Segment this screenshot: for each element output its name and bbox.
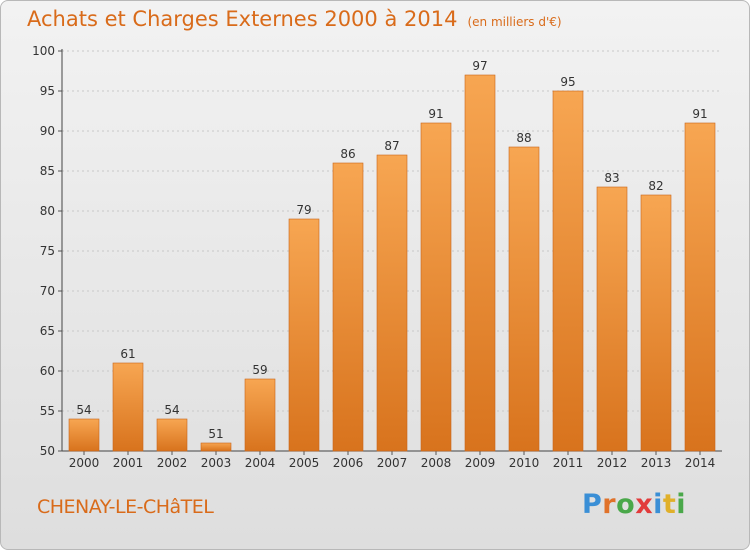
x-tick-label-2006: 2006 [333, 456, 364, 470]
value-label-2009: 97 [472, 59, 487, 73]
logo-letter: i [653, 489, 663, 520]
town-name: CHENAY-LE-CHâTEL [37, 496, 214, 518]
y-tick-label: 60 [40, 364, 55, 378]
value-label-2013: 82 [648, 179, 663, 193]
bar-2000[interactable] [68, 418, 100, 452]
bar-2001[interactable] [112, 362, 144, 452]
y-tick-label: 55 [40, 404, 55, 418]
value-label-2006: 86 [340, 147, 355, 161]
y-tick-label: 75 [40, 244, 55, 258]
logo-letter: r [602, 489, 617, 520]
value-label-2005: 79 [296, 203, 311, 217]
y-tick-label: 70 [40, 284, 55, 298]
value-label-2001: 61 [120, 347, 135, 361]
value-label-2012: 83 [604, 171, 619, 185]
bar-2004[interactable] [244, 378, 276, 452]
value-label-2010: 88 [516, 131, 531, 145]
x-tick-label-2005: 2005 [289, 456, 320, 470]
value-label-2014: 91 [692, 107, 707, 121]
value-label-2002: 54 [164, 403, 179, 417]
y-tick-label: 100 [32, 44, 55, 58]
bar-2010[interactable] [508, 146, 540, 452]
bar-2009[interactable] [464, 74, 496, 452]
value-label-2007: 87 [384, 139, 399, 153]
x-tick-label-2004: 2004 [245, 456, 276, 470]
chart-title: Achats et Charges Externes 2000 à 2014 (e… [27, 7, 562, 31]
x-tick-label-2002: 2002 [157, 456, 188, 470]
y-tick-label: 85 [40, 164, 55, 178]
bar-2012[interactable] [596, 186, 628, 452]
bar-2006[interactable] [332, 162, 364, 452]
logo-letter: x [635, 489, 654, 520]
y-tick-label: 50 [40, 444, 55, 458]
y-tick-label: 65 [40, 324, 55, 338]
x-tick-label-2001: 2001 [113, 456, 144, 470]
bar-2002[interactable] [156, 418, 188, 452]
x-tick-label-2011: 2011 [553, 456, 584, 470]
bar-2005[interactable] [288, 218, 320, 452]
logo-letter: P [582, 489, 603, 520]
value-label-2008: 91 [428, 107, 443, 121]
x-tick-label-2014: 2014 [685, 456, 716, 470]
bar-2003[interactable] [200, 442, 232, 452]
logo-letter: i [676, 489, 687, 520]
x-tick-label-2009: 2009 [465, 456, 496, 470]
logo-letter: t [662, 489, 677, 520]
value-label-2000: 54 [76, 403, 91, 417]
proxiti-logo[interactable]: Proxiti [582, 489, 686, 520]
labels: 50 55 60 65 70 75 80 85 90 95 100 54 2000 61 2001 54 200… [32, 44, 715, 470]
value-label-2003: 51 [208, 427, 223, 441]
bar-2007[interactable] [376, 154, 408, 452]
bar-2008[interactable] [420, 122, 452, 452]
x-tick-label-2000: 2000 [69, 456, 100, 470]
y-tick-label: 80 [40, 204, 55, 218]
value-label-2011: 95 [560, 75, 575, 89]
chart-title-text: Achats et Charges Externes 2000 à 2014 [27, 7, 458, 31]
x-tick-label-2013: 2013 [641, 456, 672, 470]
chart-unit: (en milliers d'€) [467, 15, 562, 29]
y-tick-label: 95 [40, 84, 55, 98]
bar-2013[interactable] [640, 194, 672, 452]
x-tick-label-2008: 2008 [421, 456, 452, 470]
x-tick-label-2007: 2007 [377, 456, 408, 470]
bar-2011[interactable] [552, 90, 584, 452]
bar-2014[interactable] [684, 122, 716, 452]
y-tick-label: 90 [40, 124, 55, 138]
value-label-2004: 59 [252, 363, 267, 377]
x-tick-label-2003: 2003 [201, 456, 232, 470]
x-tick-label-2012: 2012 [597, 456, 628, 470]
bars [68, 74, 716, 452]
logo-letter: o [616, 489, 636, 520]
x-tick-label-2010: 2010 [509, 456, 540, 470]
